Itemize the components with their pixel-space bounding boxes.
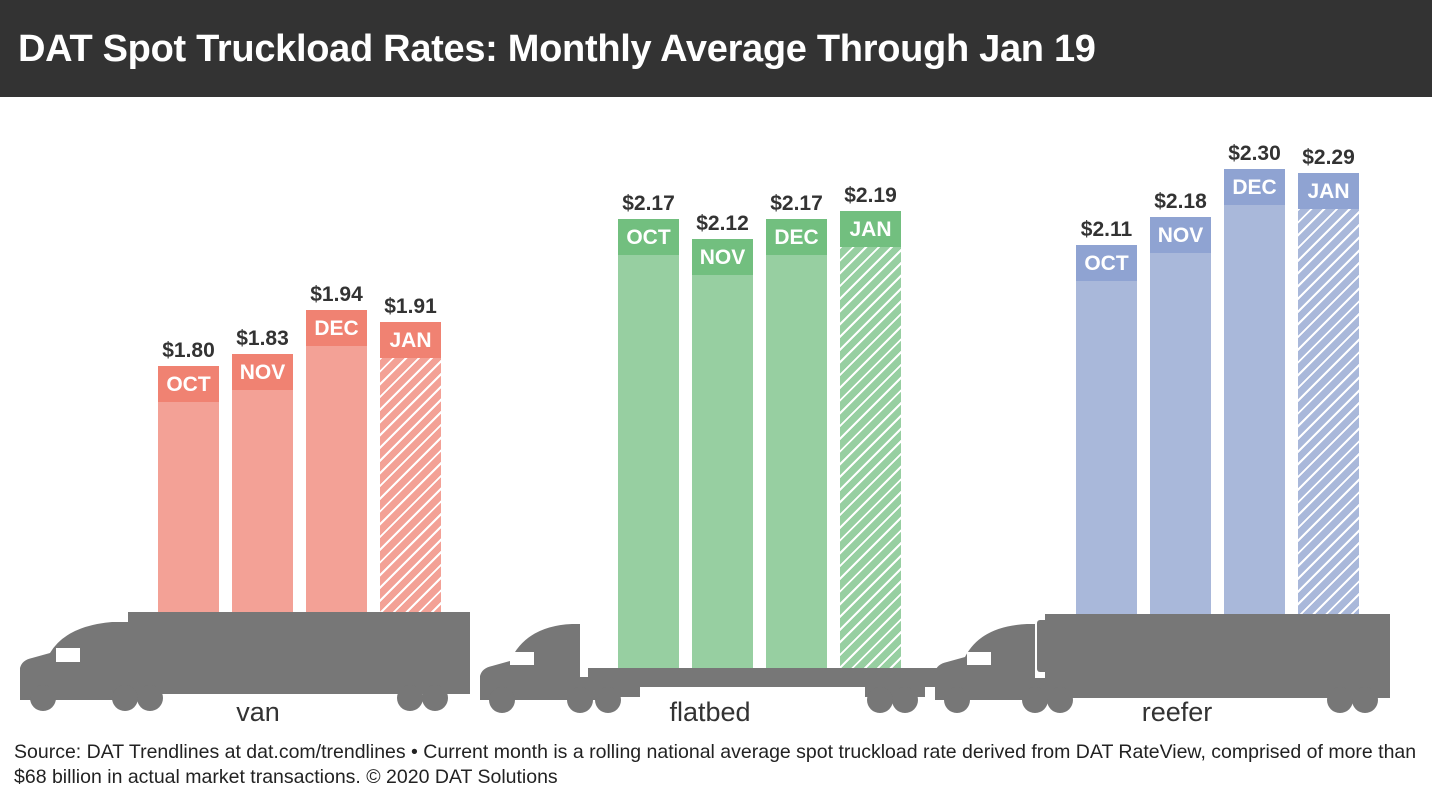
van-truck-icon xyxy=(20,612,470,711)
source-footnote: Source: DAT Trendlines at dat.com/trendl… xyxy=(14,741,1417,788)
month-label: OCT xyxy=(1076,245,1137,281)
bar-reefer-oct: OCT xyxy=(1076,245,1137,614)
data-label: $2.29 xyxy=(1302,146,1355,169)
data-label: $2.19 xyxy=(844,184,897,207)
month-label: DEC xyxy=(1224,169,1285,205)
data-label: $1.94 xyxy=(310,283,363,306)
bar-flatbed-jan: JAN xyxy=(840,211,901,668)
data-label: $2.17 xyxy=(770,192,823,215)
bar-flatbed-oct: OCT xyxy=(618,219,679,668)
bar-van-nov: NOV xyxy=(232,354,293,612)
group-label-van: van xyxy=(236,697,280,727)
month-label: JAN xyxy=(840,211,901,247)
header: DAT Spot Truckload Rates: Monthly Averag… xyxy=(0,0,1432,97)
month-label: JAN xyxy=(1298,173,1359,209)
month-label: NOV xyxy=(232,354,293,390)
data-label: $2.17 xyxy=(622,192,675,215)
bar-van-dec: DEC xyxy=(306,310,367,612)
month-label: DEC xyxy=(766,219,827,255)
data-label: $2.11 xyxy=(1080,218,1133,241)
bar-reefer-jan: JAN xyxy=(1298,173,1359,614)
month-label: OCT xyxy=(618,219,679,255)
bar-van-oct: OCT xyxy=(158,366,219,612)
data-label: $2.18 xyxy=(1154,190,1207,213)
month-label: JAN xyxy=(380,322,441,358)
bar-reefer-dec: DEC xyxy=(1224,169,1285,614)
data-label: $2.30 xyxy=(1228,142,1281,165)
bar-flatbed-dec: DEC xyxy=(766,219,827,668)
bar-reefer-nov: NOV xyxy=(1150,217,1211,614)
bar-flatbed-nov: NOV xyxy=(692,239,753,668)
month-label: NOV xyxy=(1150,217,1211,253)
chart-title: DAT Spot Truckload Rates: Monthly Averag… xyxy=(18,28,1096,70)
data-label: $2.12 xyxy=(696,212,749,235)
data-label: $1.91 xyxy=(384,295,437,318)
month-label: OCT xyxy=(158,366,219,402)
month-label: DEC xyxy=(306,310,367,346)
month-label: NOV xyxy=(692,239,753,275)
data-label: $1.83 xyxy=(236,327,289,350)
data-label: $1.80 xyxy=(162,339,215,362)
reefer-truck-icon xyxy=(935,614,1390,713)
group-label-reefer: reefer xyxy=(1141,697,1213,727)
bar-van-jan: JAN xyxy=(380,322,441,612)
flatbed-truck-icon xyxy=(480,624,940,713)
group-label-flatbed: flatbed xyxy=(669,697,751,727)
